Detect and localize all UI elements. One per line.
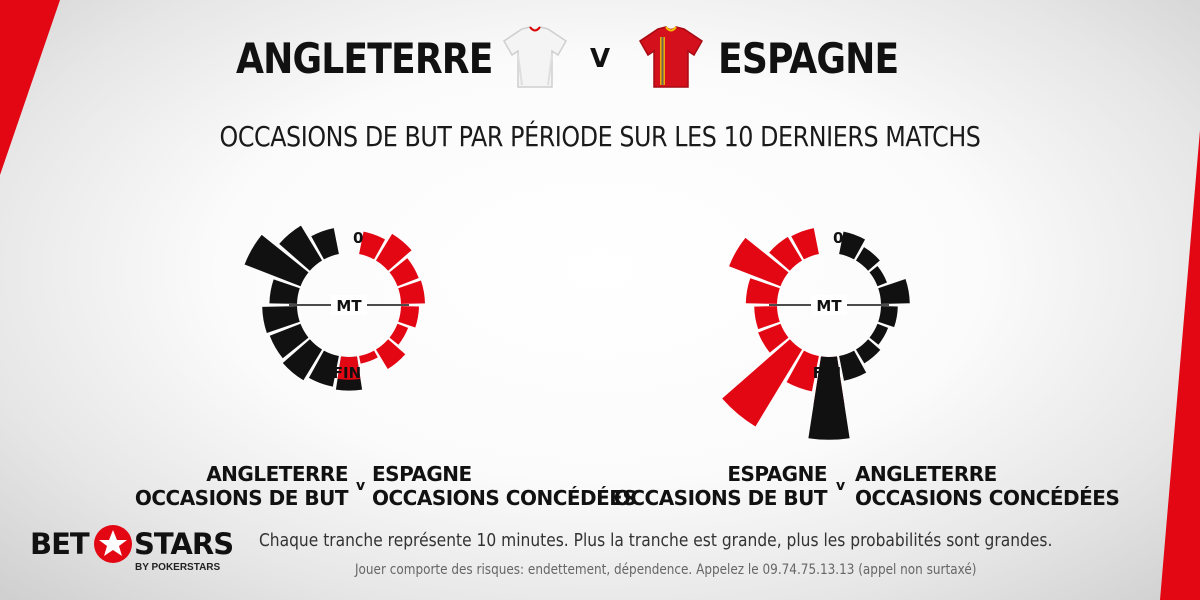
radial-2-right-bar-4 [878,278,910,304]
radial-1-right-bar-9 [337,356,361,380]
radial-1-right-bar-3 [389,258,419,287]
radial-1-right-bar-7 [375,339,406,369]
chart-2-v: v [836,478,846,494]
radial-2-left-bar-8 [786,350,819,392]
radial-chart-1: 0 MT FIN [244,225,425,391]
radial-2-label-end: FIN [813,364,841,382]
footnote: Chaque tranche représente 10 minutes. Pl… [259,530,1053,551]
radial-2-right-bar-5 [878,306,898,328]
chart-subtitle: OCCASIONS DE BUT PAR PÉRIODE SUR LES 10 … [219,120,981,153]
radial-1-left-bar-7 [282,339,323,381]
radial-2-right-bar-6 [869,323,889,345]
chart-2-right-legend: ANGLETERRE OCCASIONS CONCÉDÉES [855,462,1120,510]
radial-1-label-start: 0 [353,229,363,247]
radial-1-left-bar-5 [262,306,300,333]
radial-1-bars-right [337,231,425,380]
chart-1-right-team: ESPAGNE [372,462,472,486]
chart-1-v: v [356,478,366,494]
radial-2-label-start: 0 [833,229,843,247]
spain-shirt-icon [639,26,703,88]
radial-2-left-bar-3 [729,237,789,287]
radial-2-left-bar-2 [769,236,803,271]
logo-bet-text: BET [30,527,90,561]
chart-2-left-metric: OCCASIONS DE BUT [613,486,828,510]
corner-stripe-bottom-right [1160,130,1200,600]
chart-2-right-team: ANGLETERRE [855,462,997,486]
radial-1-right-bar-1 [359,231,386,260]
radial-1-left-bar-6 [269,323,309,359]
chart-1-left-metric: OCCASIONS DE BUT [134,486,349,510]
radial-2-label-half: MT [816,297,842,315]
radial-2-left-bar-5 [754,306,780,330]
chart-2-right-metric: OCCASIONS CONCÉDÉES [855,486,1120,510]
chart-1-left-team: ANGLETERRE [206,462,348,486]
radial-1-left-bar-1 [311,228,339,260]
radial-1-right-bar-4 [398,280,425,304]
england-shirt-icon [503,26,567,88]
radial-2-right-bar-3 [869,266,887,287]
radial-1-right-bar-8 [359,350,378,364]
radial-2-left-bar-1 [791,228,819,260]
team-right-name: ESPAGNE [718,34,899,83]
logo-subtitle: BY POKERSTARS [135,562,221,573]
radial-2-right-bar-8 [839,350,867,381]
radial-1-left-bar-3 [244,234,309,287]
radial-chart-2: 0 MT FIN [722,228,910,440]
radial-2-left-bar-7 [722,339,803,427]
team-left-name: ANGLETERRE [236,34,493,83]
radial-2-right-bar-2 [855,247,880,271]
radial-2-mt-label-bg [811,295,847,315]
radial-1-right-bar-2 [375,233,412,271]
logo-stars-text: STARS [134,527,234,561]
radial-2-right-bar-1 [839,231,866,260]
match-header: ANGLETERRE V ESPAGNE [0,22,1200,92]
radial-2-right-bar-9 [808,356,850,440]
radial-1-mt-label-bg [331,295,367,315]
chart-2-left-legend: ESPAGNE OCCASIONS DE BUT [613,462,828,510]
corner-stripe-top-left [0,0,60,175]
radial-1-left-bar-8 [308,350,339,387]
radial-1-right-bar-6 [389,323,409,345]
chart-1-left-legend: ANGLETERRE OCCASIONS DE BUT [134,462,349,510]
chart-1-right-legend: ESPAGNE OCCASIONS CONCÉDÉES [372,462,637,510]
chart-2-left-team: ESPAGNE [727,462,827,486]
radial-2-left-bar-4 [745,278,780,304]
radial-1-right-bar-5 [398,306,419,328]
radial-2-left-bar-6 [758,323,789,353]
radial-2-right-bar-7 [855,339,881,364]
versus-label: V [590,44,611,74]
radial-1-left-bar-2 [279,225,323,271]
radial-1-label-end: FIN [333,364,361,382]
betstars-logo: BET STARS BY POKERSTARS [30,525,240,577]
star-logo-icon [94,525,132,563]
radial-2-bars-right [808,231,910,440]
radial-1-label-half: MT [336,297,362,315]
radial-1-left-bar-4 [269,279,300,304]
chart-1-right-metric: OCCASIONS CONCÉDÉES [372,486,637,510]
disclaimer: Jouer comporte des risques: endettement,… [355,562,977,578]
